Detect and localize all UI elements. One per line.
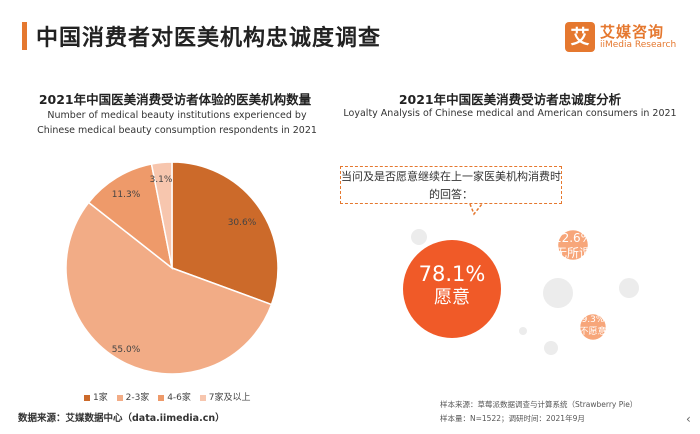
loyalty-chart-subtitle: Loyalty Analysis of Chinese medical and … xyxy=(343,108,677,119)
legend-swatch xyxy=(199,394,206,401)
legend-label: 4-6家 xyxy=(167,393,191,403)
legend-item: 7家及以上 xyxy=(199,390,251,403)
data-source: 数据来源：艾媒数据中心（data.iimedia.cn） xyxy=(18,413,225,424)
pie-slice xyxy=(171,161,279,306)
bubble-willing-value: 78.1% xyxy=(418,262,486,286)
sample-size-text: 样本量：N=1522；调研时间：2021年9月 xyxy=(440,414,585,423)
decorative-bubble xyxy=(544,341,558,355)
legend-label: 2-3家 xyxy=(125,393,150,403)
legend-item: 2-3家 xyxy=(116,390,150,403)
bubble-unwilling-label: 不愿意 xyxy=(579,327,607,337)
decorative-bubble xyxy=(519,327,527,335)
loyalty-chart-title: 2021年中国医美消费受访者忠诚度分析 xyxy=(398,92,622,107)
pie-slice xyxy=(65,201,273,375)
legend-label: 7家及以上 xyxy=(208,393,251,403)
pie-legend: 1家 2-3家 4-6家 7家及以上 xyxy=(84,390,257,403)
pie-value-label: 30.6% xyxy=(228,218,257,228)
decorative-bubble xyxy=(619,278,639,298)
pie-value-label: 11.3% xyxy=(112,190,141,200)
bubble-unwilling-value: 9.3% xyxy=(581,315,605,325)
title-accent-bar xyxy=(22,22,27,50)
legend-swatch xyxy=(84,394,90,401)
bubble-willing-label: 愿意 xyxy=(434,287,470,308)
sample-source: 样本来源：草莓派数据调查与计算系统（Strawberry Pie） 样本量：N=… xyxy=(440,398,637,426)
decorative-bubble xyxy=(411,229,427,245)
bubble-indifferent-label: 无所谓 xyxy=(554,246,591,260)
survey-question-box: 当问及是否愿意继续在上一家医美机构消费时的回答： xyxy=(340,166,562,204)
bubble-indifferent-text: 12.6% 无所谓 xyxy=(534,231,612,261)
decorative-bubble xyxy=(543,278,573,308)
sample-source-text: 样本来源：草莓派数据调查与计算系统（Strawberry Pie） xyxy=(440,400,638,409)
logo-english-name: iiMedia Research xyxy=(600,40,677,50)
bubble-willing-text: 78.1% 愿意 xyxy=(407,262,497,310)
pie-slice xyxy=(87,163,174,270)
data-bubble xyxy=(558,230,588,260)
iimedia-logo: 艾 艾媒咨询 iiMedia Research xyxy=(565,20,677,54)
pie-chart-subtitle: Number of medical beauty institutions ex… xyxy=(37,110,317,136)
bubble-indifferent-value: 12.6% xyxy=(553,231,593,245)
question-pointer xyxy=(469,203,483,216)
legend-swatch xyxy=(116,394,123,401)
logo-mark-icon: 艾 xyxy=(565,22,595,52)
chevron-left-icon[interactable]: ‹ xyxy=(686,412,691,426)
legend-swatch xyxy=(158,394,165,401)
bubble-unwilling-text: 9.3% 不愿意 xyxy=(568,314,618,338)
logo-chinese-name: 艾媒咨询 xyxy=(600,23,665,41)
pie-value-label: 3.1% xyxy=(150,175,173,185)
data-bubble xyxy=(403,240,501,338)
legend-item: 4-6家 xyxy=(158,390,191,403)
page-title: 中国消费者对医美机构忠诚度调查 xyxy=(36,26,382,51)
pie-slice xyxy=(150,161,173,269)
pie-value-label: 55.0% xyxy=(112,345,141,355)
data-bubble xyxy=(580,314,606,340)
pie-chart-title: 2021年中国医美消费受访者体验的医美机构数量 xyxy=(38,92,312,107)
legend-item: 1家 xyxy=(84,390,108,403)
legend-label: 1家 xyxy=(93,393,108,403)
